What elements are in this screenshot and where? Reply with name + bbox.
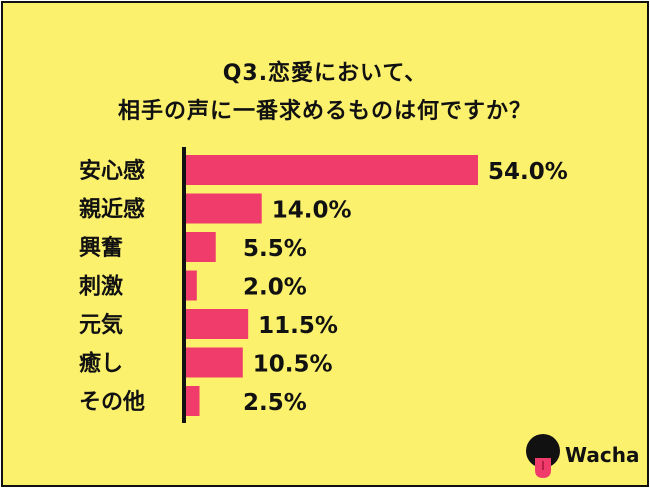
bar-0 <box>186 155 478 185</box>
bar-4 <box>186 309 249 339</box>
value-label-3: 2.0% <box>243 275 307 301</box>
category-label-1: 親近感 <box>79 197 145 223</box>
bar-chart: 安心感 54.0% 親近感 14.0% 興奮 5.5% 刺激 2.0% 元気 11.5% 癒し 10.… <box>79 147 568 423</box>
chart-title-line-1: Q3.恋愛において、 <box>222 61 428 86</box>
category-label-6: その他 <box>79 390 145 415</box>
value-label-6: 2.5% <box>243 390 307 416</box>
category-label-2: 興奮 <box>79 235 123 261</box>
value-label-4: 11.5% <box>258 313 338 339</box>
bar-1 <box>186 193 262 224</box>
wacha-tongue-logo-icon <box>526 434 560 478</box>
value-label-5: 10.5% <box>253 352 333 378</box>
category-label-4: 元気 <box>79 312 123 338</box>
value-label-2: 5.5% <box>243 236 307 262</box>
bar-6 <box>186 386 200 416</box>
category-label-5: 癒し <box>79 351 123 377</box>
bar-3 <box>186 270 197 301</box>
chart-title-line-2: 相手の声に一番求めるものは何ですか？ <box>117 99 532 124</box>
brand-name: Wacha <box>565 443 640 467</box>
value-label-1: 14.0% <box>272 198 352 224</box>
bar-5 <box>186 347 243 378</box>
bar-2 <box>186 232 216 262</box>
category-label-3: 刺激 <box>79 274 123 300</box>
value-label-0: 54.0% <box>488 159 568 185</box>
category-label-0: 安心感 <box>79 158 145 184</box>
